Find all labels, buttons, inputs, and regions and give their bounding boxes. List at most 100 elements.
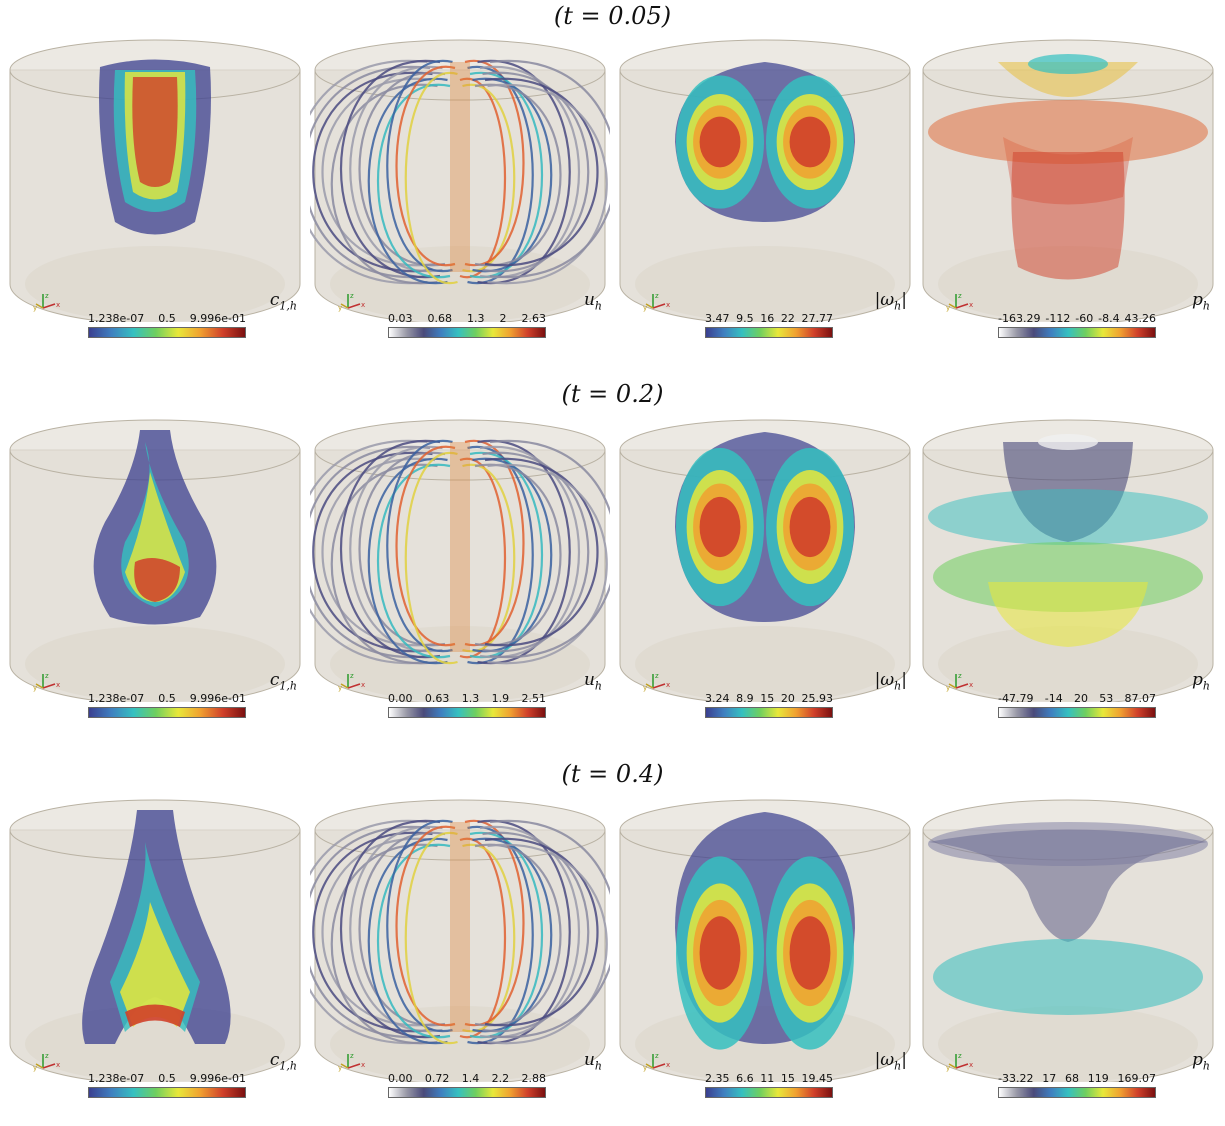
velocity-streamlines xyxy=(310,439,610,665)
render-view xyxy=(619,799,911,1082)
color-bar-tick-label: 0.68 xyxy=(427,312,453,325)
color-bar-tick-label: 119 xyxy=(1087,1072,1109,1085)
velocity-panel-3: z x y uh 0.00 0.72 1.4 2.2 2.88 xyxy=(310,782,610,1098)
velocity-streamlines xyxy=(310,59,610,285)
orientation-axes-icon: zx y xyxy=(33,1052,60,1072)
color-bar-tick-label: 9.996e-01 xyxy=(189,692,246,705)
color-bar-tick-label: 9.996e-01 xyxy=(189,1072,246,1085)
color-bar-gradient xyxy=(388,707,546,718)
axis-x-label: x xyxy=(361,1061,365,1069)
color-bar-ticks: -47.79 -14 20 53 87.07 xyxy=(998,692,1156,705)
axis-y-label: y xyxy=(338,684,342,692)
render-view xyxy=(310,799,610,1082)
color-bar-ticks: -33.22 17 68 119 169.07 xyxy=(998,1072,1156,1085)
color-bar-ticks: 0.03 0.68 1.3 2 2.63 xyxy=(388,312,546,325)
axis-x-label: x xyxy=(361,301,365,309)
render-view xyxy=(310,39,610,322)
variable-subscript: h xyxy=(1202,299,1210,313)
variable-subscript: h xyxy=(894,1059,902,1073)
color-bar-tick-label: -60 xyxy=(1075,312,1094,325)
color-bar-tick-label: 0.00 xyxy=(388,692,413,705)
variable-subscript: 1,h xyxy=(279,679,297,693)
axis-y-label: y xyxy=(946,304,950,312)
variable-symbol: p xyxy=(1192,670,1203,690)
axis-z-label: z xyxy=(655,672,659,680)
axis-x-label: x xyxy=(56,1061,60,1069)
axis-y-label: y xyxy=(338,304,342,312)
color-bar-gradient xyxy=(998,1087,1156,1098)
vorticity-panel-3: z x y |ωh| 2.35 6.6 11 15 19.45 xyxy=(615,782,915,1098)
axis-x-label: x xyxy=(361,681,365,689)
pressure-panel-3: z x y ph -33.22 17 68 119 169.07 xyxy=(918,782,1218,1098)
axis-z-label: z xyxy=(350,292,354,300)
velocity-panel-1: z x y uh 0.03 0.68 1.3 2 2.63 xyxy=(310,22,610,338)
color-bar-gradient xyxy=(998,327,1156,338)
color-bar: 3.47 9.5 16 22 27.77 xyxy=(705,312,833,338)
color-bar-tick-label: 2 xyxy=(499,312,507,325)
color-bar-tick-label: 20 xyxy=(1073,692,1088,705)
color-bar: 0.00 0.72 1.4 2.2 2.88 xyxy=(388,1072,546,1098)
variable-label: ph xyxy=(1192,670,1210,692)
orientation-axes-icon: zx y xyxy=(338,672,365,692)
axis-z-label: z xyxy=(45,1052,49,1060)
color-bar: 1.238e-07 0.5 9.996e-01 xyxy=(88,312,246,338)
variable-symbol: |ω xyxy=(874,290,895,310)
render-view xyxy=(9,799,301,1082)
variable-label: ph xyxy=(1192,290,1210,312)
variable-label: c1,h xyxy=(270,1050,297,1072)
render-view xyxy=(619,419,911,702)
color-bar-tick-label: 3.24 xyxy=(705,692,730,705)
variable-label: c1,h xyxy=(270,290,297,312)
color-bar-tick-label: 1.9 xyxy=(491,692,510,705)
color-bar: -163.29 -112 -60 -8.4 43.26 xyxy=(998,312,1156,338)
render-view xyxy=(619,39,911,322)
color-bar-gradient xyxy=(88,1087,246,1098)
render-view xyxy=(9,39,301,322)
variable-abs-bar: | xyxy=(901,670,907,690)
color-bar: 1.238e-07 0.5 9.996e-01 xyxy=(88,692,246,718)
color-bar-ticks: 0.00 0.63 1.3 1.9 2.51 xyxy=(388,692,546,705)
color-bar-gradient xyxy=(705,1087,833,1098)
color-bar-tick-label: 8.9 xyxy=(736,692,754,705)
row-title-3: (t = 0.4) xyxy=(561,760,664,788)
variable-symbol: u xyxy=(583,670,595,690)
axis-y-label: y xyxy=(33,684,37,692)
color-bar-tick-label: 0.00 xyxy=(388,1072,413,1085)
pressure-isosurfaces xyxy=(928,54,1208,280)
color-bar-tick-label: 1.238e-07 xyxy=(88,1072,145,1085)
variable-label: |ωh| xyxy=(875,670,907,692)
color-bar-ticks: -163.29 -112 -60 -8.4 43.26 xyxy=(998,312,1156,325)
concentration-isosurfaces xyxy=(82,810,231,1044)
axis-z-label: z xyxy=(958,672,962,680)
color-bar-tick-label: 16 xyxy=(760,312,775,325)
color-bar-tick-label: -14 xyxy=(1044,692,1063,705)
row-title-2: (t = 0.2) xyxy=(561,380,664,408)
orientation-axes-icon: zx y xyxy=(338,1052,365,1072)
color-bar-tick-label: -33.22 xyxy=(998,1072,1034,1085)
orientation-axes-icon: zx y xyxy=(643,672,670,692)
variable-label: |ωh| xyxy=(875,290,907,312)
concentration-panel-2: z x y c1,h 1.238e-07 0.5 9.996e-01 xyxy=(5,402,305,718)
color-bar-tick-label: 11 xyxy=(760,1072,775,1085)
axis-x-label: x xyxy=(666,301,670,309)
color-bar-tick-label: -47.79 xyxy=(998,692,1034,705)
color-bar: 1.238e-07 0.5 9.996e-01 xyxy=(88,1072,246,1098)
color-bar-tick-label: 1.4 xyxy=(461,1072,480,1085)
velocity-panel-2: z x y uh 0.00 0.63 1.3 1.9 2.51 xyxy=(310,402,610,718)
axis-y-label: y xyxy=(946,684,950,692)
axis-x-label: x xyxy=(969,681,973,689)
pressure-panel-2: z x y ph -47.79 -14 20 53 87.07 xyxy=(918,402,1218,718)
color-bar-tick-label: 27.77 xyxy=(801,312,834,325)
axis-x-label: x xyxy=(969,301,973,309)
concentration-panel-3: z x y c1,h 1.238e-07 0.5 9.996e-01 xyxy=(5,782,305,1098)
orientation-axes-icon: zx y xyxy=(338,292,365,312)
color-bar-gradient xyxy=(388,1087,546,1098)
variable-subscript: h xyxy=(594,1059,602,1073)
color-bar-gradient xyxy=(705,707,833,718)
variable-symbol: c xyxy=(269,1050,280,1070)
axis-y-label: y xyxy=(33,304,37,312)
variable-subscript: h xyxy=(1202,679,1210,693)
axis-z-label: z xyxy=(350,1052,354,1060)
color-bar-tick-label: 2.2 xyxy=(491,1072,510,1085)
concentration-isosurfaces xyxy=(93,430,217,625)
